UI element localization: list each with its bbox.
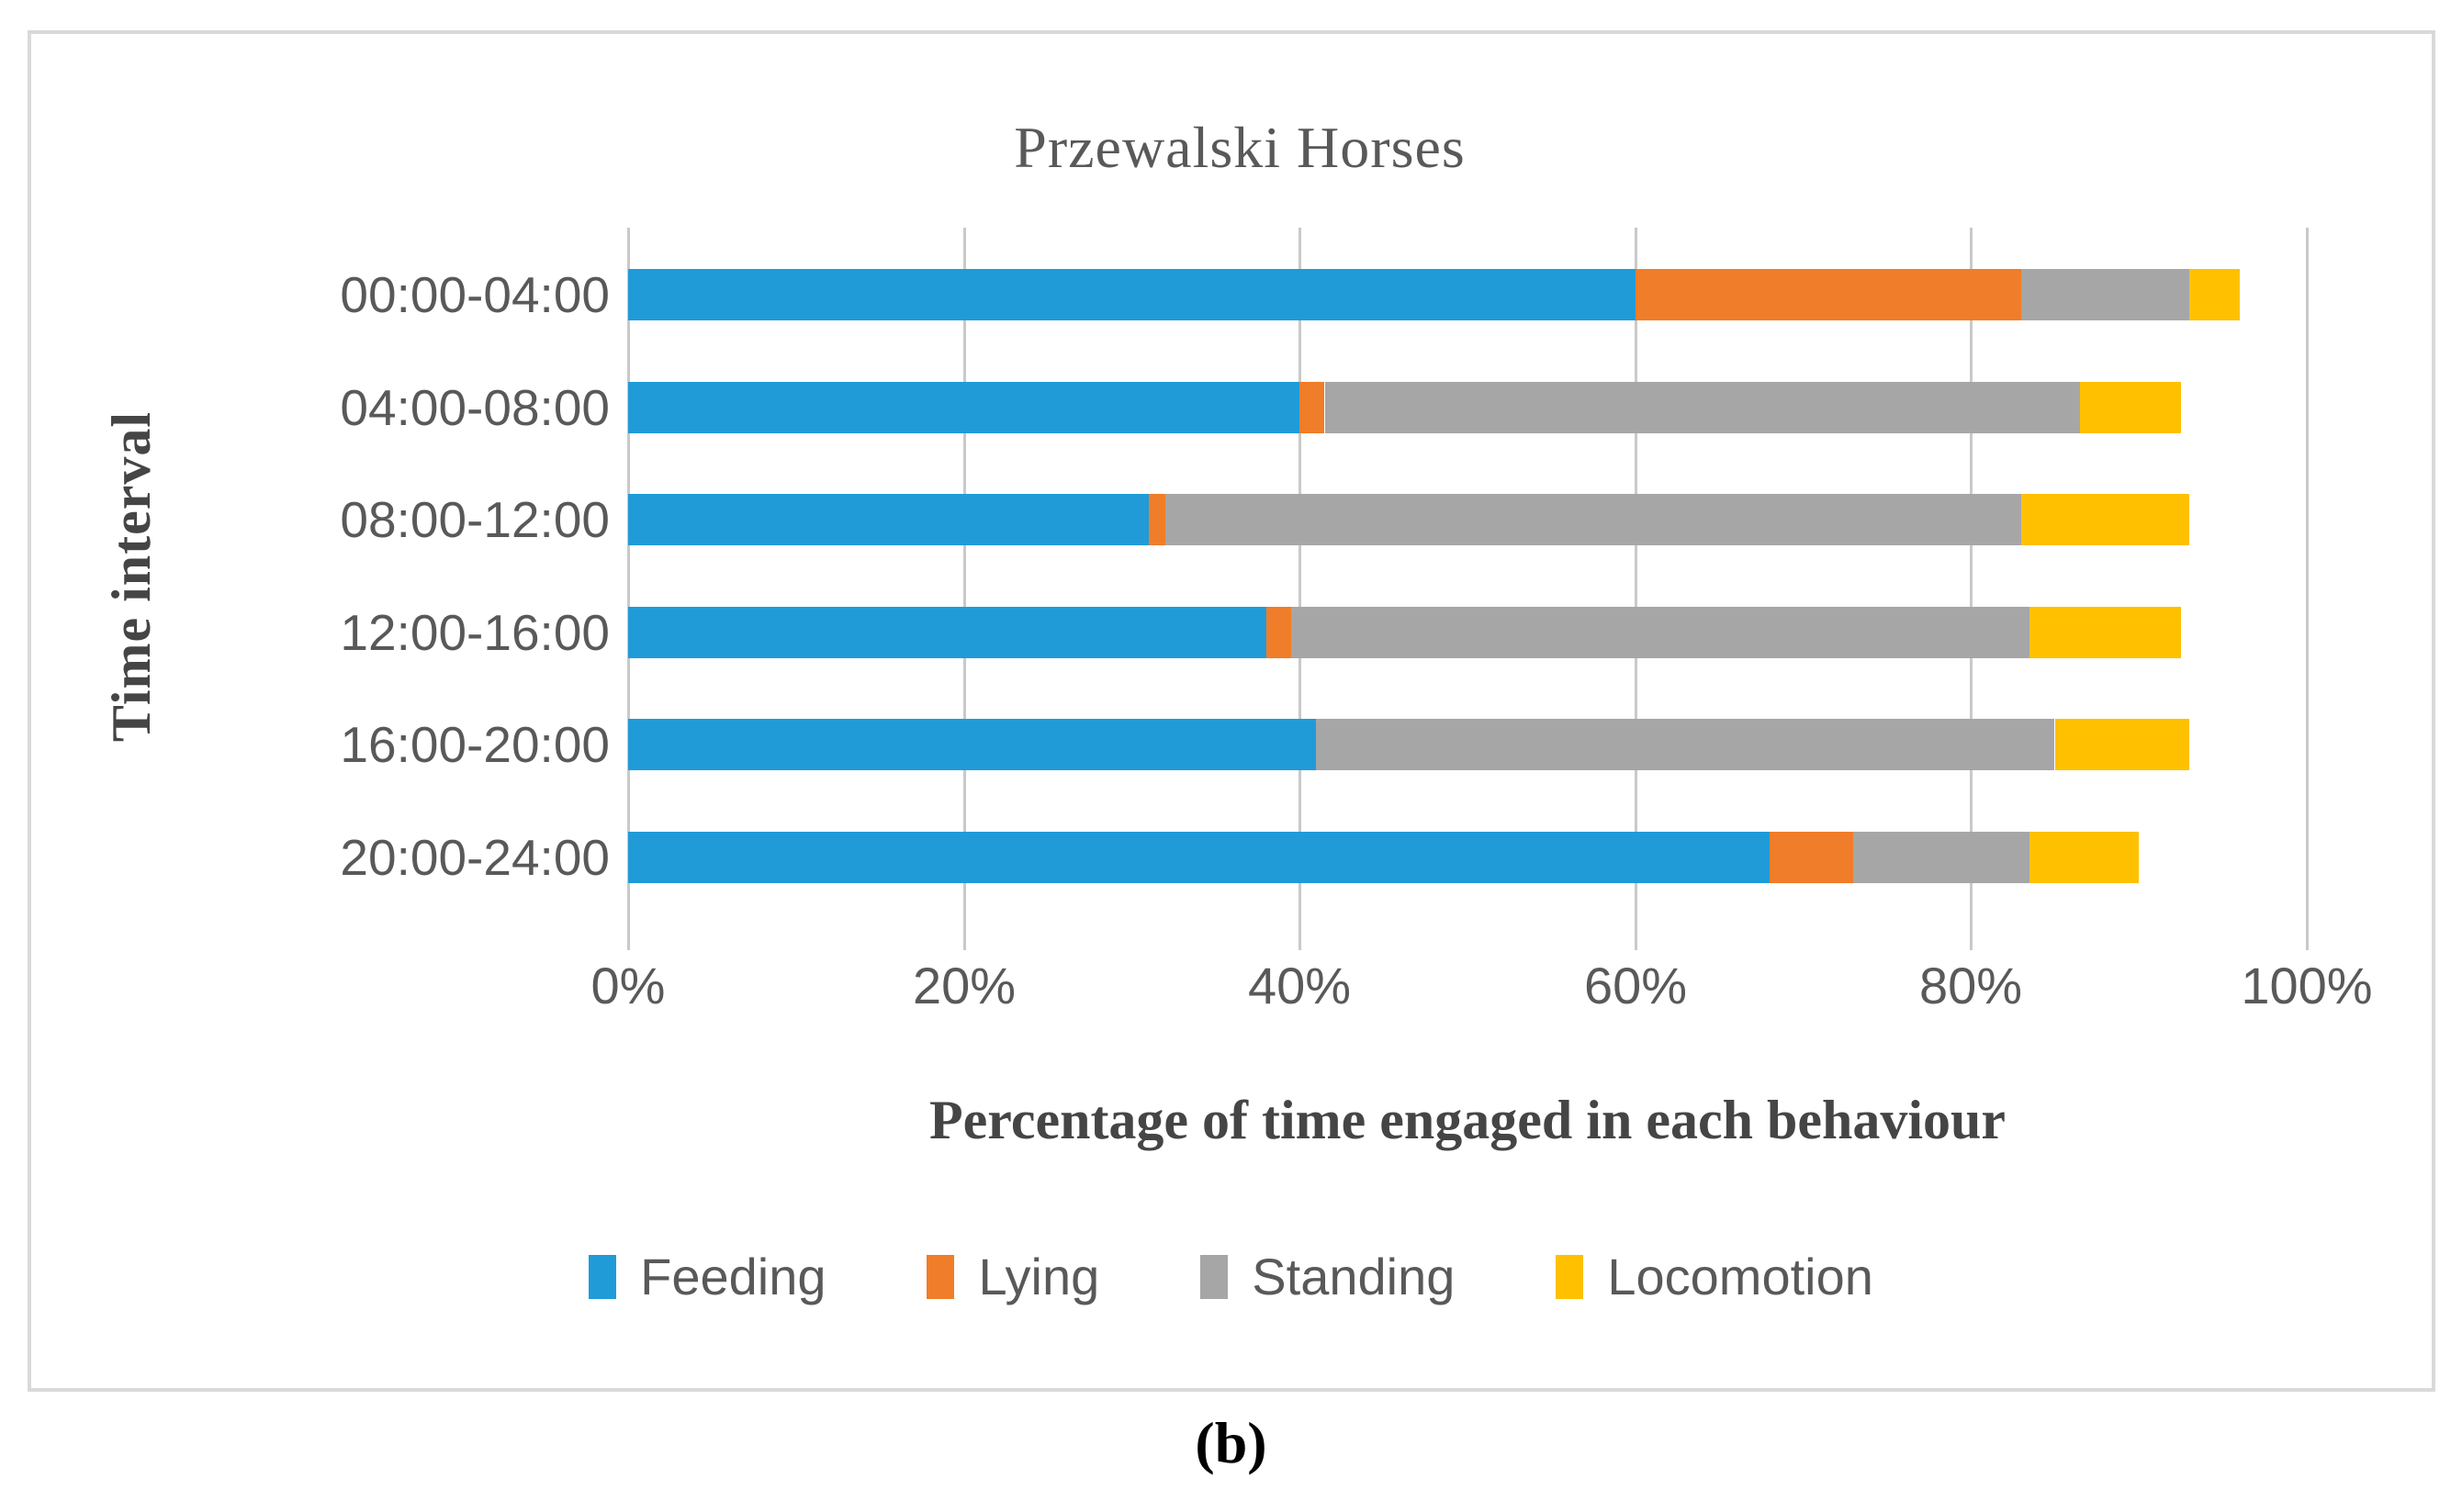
bar-segment-locomotion [2029,832,2139,883]
y-category-label: 04:00-08:00 [340,379,610,436]
bar-segment-feeding [628,494,1149,545]
gridline-20pct [963,228,966,950]
legend-label: Locomotion [1607,1248,1873,1305]
bar-segment-locomotion [2021,494,2189,545]
gridline-80pct [1970,228,1973,950]
chart-panel [28,30,2435,1392]
bar-segment-feeding [628,607,1266,658]
chart-title: Przewalski Horses [1014,115,1466,180]
legend-item-feeding: Feeding [589,1245,826,1309]
y-category-label: 08:00-12:00 [340,491,610,548]
y-category-label: 16:00-20:00 [340,716,610,773]
bar-row-08:00-12:00 [628,494,2307,545]
x-tick-label: 60% [1583,957,1688,1014]
bar-segment-feeding [628,719,1316,770]
bar-segment-lying [1149,494,1165,545]
x-tick-label: 100% [2241,957,2373,1014]
legend-item-locomotion: Locomotion [1556,1245,1873,1309]
plot-area [627,228,2309,950]
bar-segment-locomotion [2189,269,2240,320]
x-tick-label: 20% [912,957,1017,1014]
y-category-label: 00:00-04:00 [340,266,610,323]
bar-segment-feeding [628,382,1299,433]
legend-label: Feeding [640,1248,826,1305]
bar-row-20:00-24:00 [628,832,2307,883]
bar-segment-lying [1636,269,2021,320]
legend-item-standing: Standing [1200,1245,1455,1309]
bar-segment-feeding [628,269,1636,320]
bar-segment-locomotion [2029,607,2181,658]
gridline-0pct [627,228,630,950]
bar-row-12:00-16:00 [628,607,2307,658]
figure-caption: (b) [1195,1410,1267,1475]
bar-segment-locomotion [2055,719,2189,770]
legend-swatch-lying [927,1255,955,1299]
gridline-40pct [1298,228,1301,950]
bar-segment-feeding [628,832,1770,883]
x-tick-label: 80% [1918,957,2023,1014]
legend-label: Standing [1252,1248,1456,1305]
bar-segment-lying [1770,832,1853,883]
bar-segment-standing [1325,382,2081,433]
gridline-100pct [2306,228,2309,950]
bar-segment-lying [1299,382,1324,433]
bar-segment-standing [2021,269,2189,320]
legend-label: Lying [978,1248,1100,1305]
bar-segment-standing [1853,832,2029,883]
bar-row-04:00-08:00 [628,382,2307,433]
y-category-label: 20:00-24:00 [340,829,610,886]
bar-segment-lying [1266,607,1291,658]
legend-item-lying: Lying [927,1245,1099,1309]
bar-segment-standing [1316,719,2054,770]
bar-segment-standing [1291,607,2029,658]
legend-swatch-feeding [589,1255,617,1299]
y-category-label: 12:00-16:00 [340,604,610,661]
x-tick-label: 40% [1247,957,1352,1014]
bar-row-00:00-04:00 [628,269,2307,320]
legend-swatch-standing [1200,1255,1229,1299]
gridline-60pct [1635,228,1637,950]
x-tick-label: 0% [590,957,666,1014]
bar-row-16:00-20:00 [628,719,2307,770]
legend-swatch-locomotion [1556,1255,1584,1299]
x-axis-title: Percentage of time engaged in each behav… [928,1090,2007,1150]
chart-legend: Feeding Lying Standing Locomotion [0,1245,2462,1309]
bar-segment-standing [1165,494,2021,545]
bar-segment-locomotion [2080,382,2181,433]
